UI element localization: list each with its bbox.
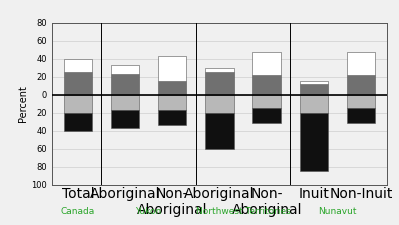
Bar [111,74,139,94]
Text: Nunavut: Nunavut [318,207,357,216]
Bar [300,84,328,94]
Bar [253,52,281,75]
Bar [300,112,328,171]
Bar [64,72,92,94]
Bar [64,112,92,130]
Text: Yukon: Yukon [136,207,162,216]
Bar [347,52,375,75]
Bar [347,94,375,108]
Bar [253,94,281,108]
Text: Canada: Canada [61,207,95,216]
Bar [205,94,233,112]
Y-axis label: Percent: Percent [18,85,28,122]
Bar [300,94,328,112]
Text: Northwest Territories: Northwest Territories [196,207,290,216]
Bar [347,108,375,123]
Bar [158,81,186,94]
Bar [111,94,139,110]
Bar [205,68,233,72]
Bar [253,75,281,94]
Bar [300,81,328,84]
Bar [158,94,186,110]
Bar [64,58,92,72]
Bar [253,108,281,123]
Bar [111,110,139,128]
Bar [64,94,92,112]
Bar [347,75,375,94]
Bar [158,56,186,81]
Bar [158,110,186,125]
Bar [205,112,233,148]
Bar [111,65,139,74]
Bar [205,72,233,94]
